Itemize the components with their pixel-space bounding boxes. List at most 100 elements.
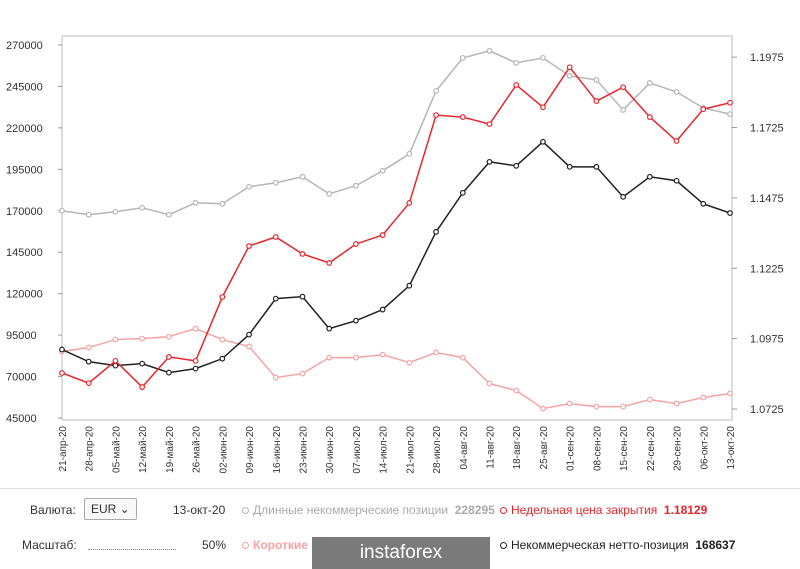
y-tick-label: 145000 xyxy=(6,247,43,259)
legend-value: 168637 xyxy=(695,538,736,552)
y-tick-label: 270000 xyxy=(6,40,43,52)
point xyxy=(593,77,600,83)
y2-tick-label: 1.1725 xyxy=(750,122,784,134)
point xyxy=(646,173,653,180)
legend-item[interactable]: Длинные некоммерческие позиции 228295 xyxy=(242,503,495,517)
x-tick-label: 08-сен-20 xyxy=(592,426,603,471)
point xyxy=(59,207,65,214)
point xyxy=(459,114,466,120)
point xyxy=(620,84,627,91)
point xyxy=(85,344,92,351)
x-tick-label: 02-июн-20 xyxy=(218,426,229,474)
point xyxy=(433,349,439,356)
point xyxy=(700,106,707,113)
point xyxy=(727,99,733,106)
point xyxy=(406,150,413,157)
point xyxy=(379,167,386,174)
point xyxy=(219,294,226,300)
point xyxy=(379,306,386,313)
y-tick-label: 95000 xyxy=(6,330,37,342)
plot-area xyxy=(61,35,733,421)
point xyxy=(246,183,252,190)
point xyxy=(246,331,252,338)
point xyxy=(326,325,333,332)
point xyxy=(85,358,92,365)
point xyxy=(433,228,439,235)
point xyxy=(353,241,359,247)
date: 13-окт-20 xyxy=(173,503,226,517)
x-tick-label: 14-июл-20 xyxy=(379,426,390,474)
y-tick-label: 170000 xyxy=(6,206,43,218)
y2-tick-label: 1.0725 xyxy=(750,404,784,416)
currency-select[interactable]: EUR ⌄ xyxy=(84,498,137,520)
scale-slider[interactable] xyxy=(88,539,176,550)
x-tick-label: 19-май-20 xyxy=(165,426,176,473)
x-tick-label: 18-авг-20 xyxy=(512,426,523,470)
x-tick-label: 21-июл-20 xyxy=(405,426,416,474)
point xyxy=(112,362,119,369)
point xyxy=(353,317,359,324)
x-tick-label: 22-сен-20 xyxy=(646,426,657,471)
point xyxy=(673,400,680,407)
y-tick-label: 45000 xyxy=(6,413,37,425)
x-tick-label: 06-окт-20 xyxy=(699,426,710,470)
point xyxy=(406,200,413,206)
point xyxy=(646,396,653,403)
point xyxy=(219,200,226,207)
point xyxy=(299,173,306,180)
legend-item[interactable]: Некоммерческая нетто-позиция 168637 xyxy=(500,538,735,552)
y2-tick-label: 1.1475 xyxy=(750,193,784,205)
point xyxy=(85,211,92,218)
series-line xyxy=(61,327,731,410)
point xyxy=(272,234,279,240)
legend-value: 228295 xyxy=(454,503,495,517)
x-tick-label: 30-июн-20 xyxy=(325,426,336,474)
scale-value: 50% xyxy=(202,538,227,552)
point xyxy=(326,354,333,361)
point xyxy=(85,380,92,387)
x-tick-label: 23-июн-20 xyxy=(298,426,309,474)
y-tick-label: 245000 xyxy=(6,81,43,93)
point xyxy=(459,354,466,361)
x-tick-label: 26-май-20 xyxy=(192,426,203,473)
point xyxy=(540,104,546,111)
point xyxy=(272,374,279,381)
y-tick-label: 120000 xyxy=(6,289,43,301)
point xyxy=(673,177,680,184)
point xyxy=(192,199,199,206)
point xyxy=(353,182,359,189)
legend-item[interactable]: Недельная цена закрытия 1.18129 xyxy=(500,503,707,517)
x-tick-label: 25-авг-20 xyxy=(539,426,550,470)
y2-tick-label: 1.1975 xyxy=(750,52,784,64)
point xyxy=(246,343,252,350)
point xyxy=(700,394,707,401)
point xyxy=(272,179,279,186)
point xyxy=(326,190,333,197)
point xyxy=(646,80,653,86)
series-line xyxy=(61,50,731,216)
point xyxy=(165,211,172,218)
point xyxy=(459,54,466,61)
x-tick-label: 05-май-20 xyxy=(111,426,122,473)
x-tick-label: 29-сен-20 xyxy=(673,426,684,471)
x-tick-label: 09-июн-20 xyxy=(245,426,256,474)
y2-tick-label: 1.0975 xyxy=(750,334,784,346)
point xyxy=(192,325,199,332)
point xyxy=(112,336,119,343)
point xyxy=(112,357,119,364)
point xyxy=(219,355,226,362)
point xyxy=(727,210,733,216)
y-tick-label: 195000 xyxy=(6,164,43,176)
point xyxy=(513,387,520,394)
x-tick-label: 16-июн-20 xyxy=(272,426,283,474)
point xyxy=(139,384,146,390)
point xyxy=(620,193,627,200)
point xyxy=(566,64,573,71)
point xyxy=(673,88,680,95)
point xyxy=(299,251,306,257)
x-tick-label: 28-июл-20 xyxy=(432,426,443,474)
point xyxy=(486,158,493,165)
x-tick-label: 15-сен-20 xyxy=(619,426,630,471)
point xyxy=(566,400,573,407)
point xyxy=(566,73,573,79)
